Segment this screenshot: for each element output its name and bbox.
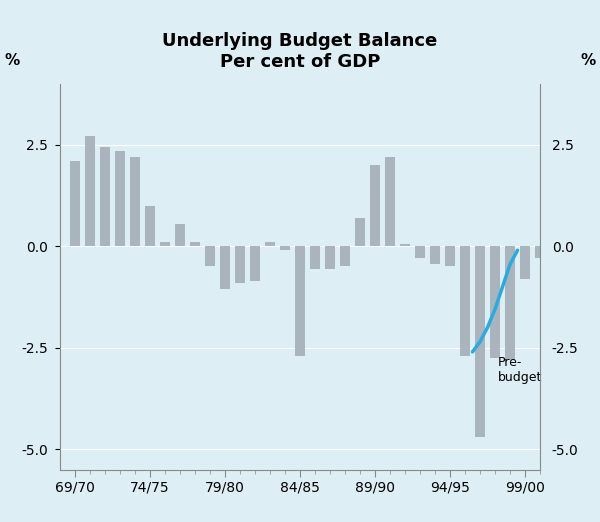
Bar bbox=[175, 224, 185, 246]
Bar bbox=[415, 246, 425, 258]
Bar bbox=[490, 246, 500, 358]
Bar bbox=[355, 218, 365, 246]
Bar bbox=[340, 246, 350, 267]
Bar bbox=[100, 147, 110, 246]
Bar bbox=[505, 246, 515, 360]
Bar bbox=[160, 242, 170, 246]
Bar bbox=[220, 246, 230, 289]
Bar bbox=[565, 234, 575, 246]
Bar bbox=[445, 246, 455, 267]
Bar bbox=[310, 246, 320, 268]
Bar bbox=[295, 246, 305, 356]
Bar bbox=[280, 246, 290, 250]
Bar bbox=[115, 151, 125, 246]
Bar bbox=[235, 246, 245, 283]
Bar bbox=[265, 242, 275, 246]
Bar bbox=[130, 157, 140, 246]
Bar bbox=[385, 157, 395, 246]
Bar bbox=[145, 206, 155, 246]
Text: %: % bbox=[580, 53, 596, 68]
Bar bbox=[85, 136, 95, 246]
Bar bbox=[475, 246, 485, 437]
Bar bbox=[250, 246, 260, 281]
Text: %: % bbox=[4, 53, 20, 68]
Bar bbox=[550, 246, 560, 248]
Bar bbox=[400, 244, 410, 246]
Bar bbox=[520, 246, 530, 279]
Bar bbox=[370, 165, 380, 246]
Bar bbox=[190, 242, 200, 246]
Bar bbox=[430, 246, 440, 265]
Bar bbox=[535, 246, 545, 258]
Bar bbox=[205, 246, 215, 267]
Title: Underlying Budget Balance
Per cent of GDP: Underlying Budget Balance Per cent of GD… bbox=[163, 32, 437, 71]
Bar bbox=[70, 161, 80, 246]
Bar bbox=[460, 246, 470, 356]
Bar bbox=[325, 246, 335, 268]
Text: Pre-
budget: Pre- budget bbox=[498, 356, 542, 384]
